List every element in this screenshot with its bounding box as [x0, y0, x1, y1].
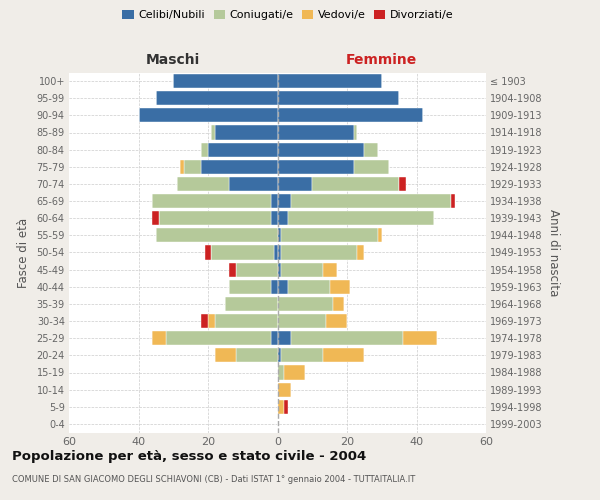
Bar	[271, 331, 277, 345]
Bar	[277, 91, 399, 105]
Bar	[166, 331, 271, 345]
Bar	[277, 246, 281, 260]
Bar	[277, 366, 284, 380]
Bar	[281, 228, 378, 242]
Bar	[333, 297, 344, 311]
Bar	[205, 246, 211, 260]
Bar	[271, 280, 277, 294]
Bar	[277, 382, 292, 396]
Bar	[323, 348, 364, 362]
Bar	[229, 262, 236, 276]
Bar	[277, 177, 312, 191]
Bar	[173, 74, 277, 88]
Bar	[403, 331, 437, 345]
Bar	[201, 142, 208, 156]
Bar	[229, 280, 271, 294]
Y-axis label: Anni di nascita: Anni di nascita	[547, 209, 560, 296]
Bar	[277, 280, 288, 294]
Bar	[180, 160, 184, 174]
Bar	[451, 194, 455, 208]
Bar	[277, 211, 288, 225]
Bar	[364, 142, 378, 156]
Bar	[277, 331, 292, 345]
Bar	[354, 126, 358, 140]
Bar	[277, 74, 382, 88]
Bar	[284, 400, 288, 414]
Bar	[208, 314, 215, 328]
Bar	[277, 126, 354, 140]
Bar	[160, 211, 271, 225]
Bar	[281, 348, 323, 362]
Bar	[277, 108, 424, 122]
Bar	[358, 246, 364, 260]
Bar	[277, 314, 326, 328]
Bar	[271, 211, 277, 225]
Bar	[211, 246, 274, 260]
Bar	[288, 211, 434, 225]
Bar	[201, 160, 277, 174]
Bar	[156, 91, 277, 105]
Bar	[354, 160, 389, 174]
Bar	[152, 194, 271, 208]
Bar	[277, 228, 281, 242]
Bar	[139, 108, 277, 122]
Bar	[236, 262, 277, 276]
Bar	[277, 348, 281, 362]
Bar	[274, 246, 277, 260]
Bar	[156, 228, 277, 242]
Bar	[215, 348, 236, 362]
Legend: Celibi/Nubili, Coniugati/e, Vedovi/e, Divorziati/e: Celibi/Nubili, Coniugati/e, Vedovi/e, Di…	[118, 6, 458, 25]
Bar	[378, 228, 382, 242]
Bar	[281, 262, 323, 276]
Bar	[277, 297, 333, 311]
Bar	[177, 177, 229, 191]
Bar	[271, 194, 277, 208]
Bar	[399, 177, 406, 191]
Bar	[215, 314, 277, 328]
Text: Maschi: Maschi	[146, 54, 200, 68]
Bar	[226, 297, 277, 311]
Bar	[277, 400, 284, 414]
Bar	[284, 366, 305, 380]
Bar	[277, 262, 281, 276]
Bar	[277, 194, 292, 208]
Bar	[208, 142, 277, 156]
Text: COMUNE DI SAN GIACOMO DEGLI SCHIAVONI (CB) - Dati ISTAT 1° gennaio 2004 - TUTTAI: COMUNE DI SAN GIACOMO DEGLI SCHIAVONI (C…	[12, 475, 415, 484]
Bar	[184, 160, 201, 174]
Text: Femmine: Femmine	[346, 54, 418, 68]
Bar	[277, 160, 354, 174]
Bar	[152, 211, 160, 225]
Bar	[292, 194, 451, 208]
Bar	[288, 280, 329, 294]
Bar	[281, 246, 358, 260]
Bar	[329, 280, 350, 294]
Bar	[211, 126, 215, 140]
Bar	[277, 142, 364, 156]
Y-axis label: Fasce di età: Fasce di età	[17, 218, 29, 288]
Bar	[215, 126, 277, 140]
Bar	[229, 177, 277, 191]
Bar	[292, 331, 403, 345]
Bar	[326, 314, 347, 328]
Bar	[312, 177, 399, 191]
Bar	[236, 348, 277, 362]
Text: Popolazione per età, sesso e stato civile - 2004: Popolazione per età, sesso e stato civil…	[12, 450, 366, 463]
Bar	[323, 262, 337, 276]
Bar	[152, 331, 166, 345]
Bar	[201, 314, 208, 328]
